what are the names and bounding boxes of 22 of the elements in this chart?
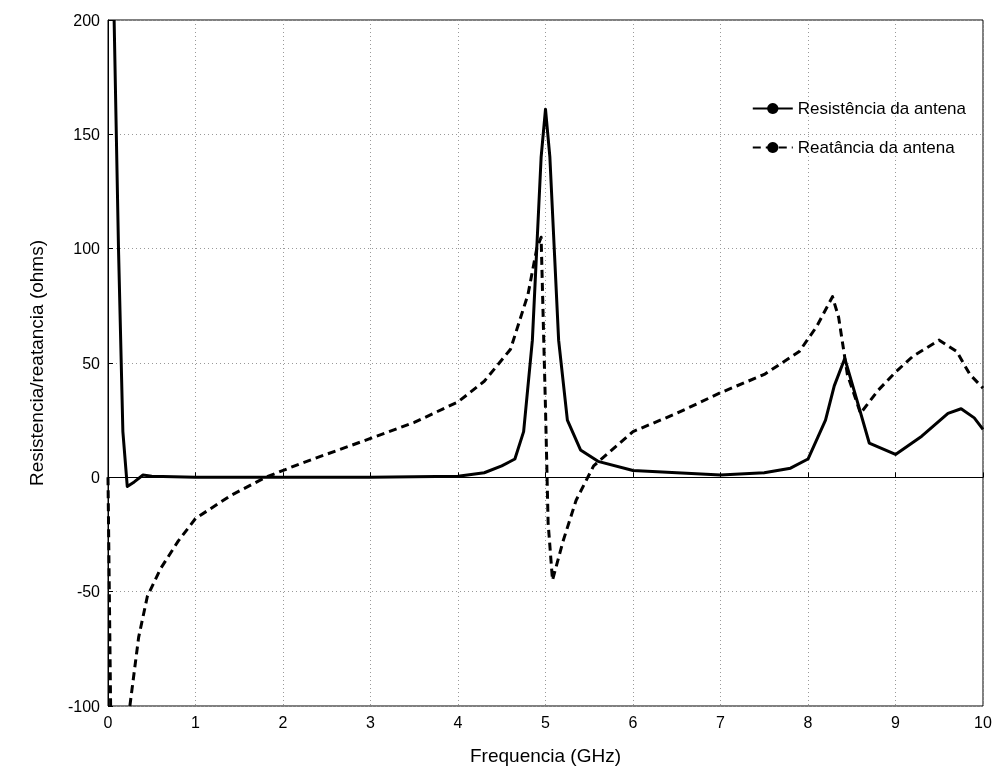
legend-label: Resistência da antena — [797, 99, 967, 118]
y-tick-label: -50 — [76, 583, 101, 601]
y-tick-label: 100 — [73, 240, 101, 258]
x-tick-label: 4 — [453, 713, 463, 731]
x-tick-label: 8 — [803, 713, 813, 731]
y-tick-label: 50 — [82, 354, 101, 372]
legend-label: Reatância da antena — [797, 138, 956, 157]
x-tick-label: 10 — [974, 713, 992, 731]
y-axis-title: Resistencia/reatancia (ohms) — [26, 239, 47, 487]
x-tick-label: 3 — [366, 713, 376, 731]
x-tick-label: 9 — [891, 713, 901, 731]
y-tick-label: 0 — [91, 468, 101, 486]
y-tick-label: 200 — [73, 11, 101, 29]
y-tick-label: 150 — [73, 125, 101, 143]
x-tick-label: 5 — [541, 713, 551, 731]
x-tick-label: 2 — [278, 713, 288, 731]
x-tick-label: 7 — [716, 713, 726, 731]
x-tick-label: 6 — [628, 713, 638, 731]
x-tick-label: 1 — [191, 713, 201, 731]
x-axis-title: Frequencia (GHz) — [470, 745, 621, 766]
y-tick-label: -100 — [67, 697, 101, 715]
x-tick-label: 0 — [103, 713, 113, 731]
